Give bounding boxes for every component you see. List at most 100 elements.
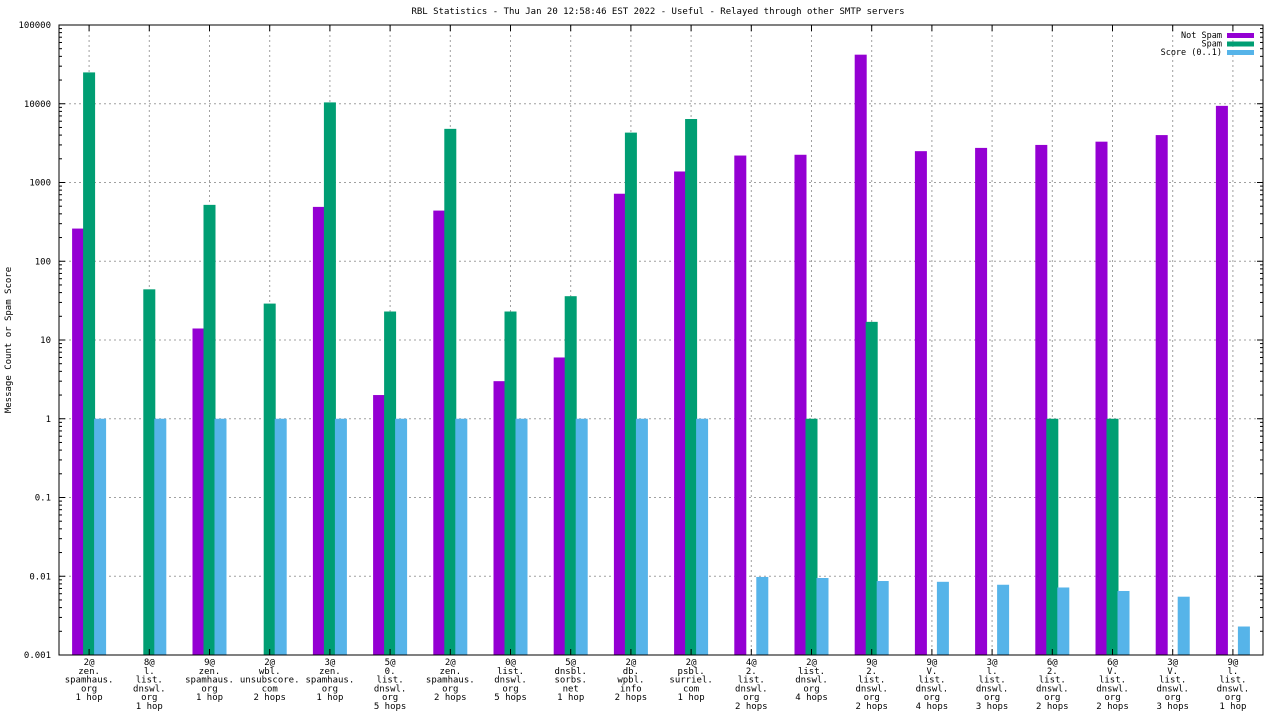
x-tick-label-line: zen. — [78, 667, 100, 677]
x-tick-label-line: spamhaus. — [65, 676, 114, 686]
bar-spam — [685, 119, 698, 656]
bar-not-spam — [192, 328, 205, 655]
x-tick-label-line: dnswl. — [976, 684, 1009, 694]
x-tick-label-line: org — [322, 684, 338, 694]
grid-lines — [59, 25, 1263, 655]
x-tick-label-line: 1 hop — [1219, 702, 1246, 712]
bar-spam — [444, 128, 457, 656]
x-tick-label-line: 2. — [746, 667, 757, 677]
x-tick-label-line: org — [382, 693, 398, 703]
x-tick-label-line: 3@ — [1167, 658, 1178, 668]
x-tick-label: 2@ zen. spamhaus. org 2 hops — [426, 658, 475, 703]
bar-spam — [1046, 418, 1059, 655]
x-tick-label-line: com — [683, 684, 699, 694]
x-tick-label-line: 0. — [385, 667, 396, 677]
bar-not-spam — [674, 171, 687, 655]
x-tick-label-line: 2. — [1047, 667, 1058, 677]
x-tick-label-line: surriel. — [669, 676, 712, 686]
x-tick-label: 5@ 0. list. dnswl. org 5 hops — [374, 658, 407, 712]
bar-not-spam — [794, 154, 807, 655]
x-tick-label-line: unsubscore. — [240, 676, 300, 686]
bar-score-0-1 — [1117, 590, 1130, 655]
plot-border — [58, 24, 1264, 656]
x-tick-label-line: dnswl. — [1217, 684, 1250, 694]
x-tick-label-line: dnswl. — [494, 676, 527, 686]
x-tick-label-line: org — [743, 693, 759, 703]
x-tick-label-line: dnswl. — [855, 684, 888, 694]
x-tick-label-line: l. — [1227, 667, 1238, 677]
x-tick-label-line: 0@ — [505, 658, 516, 668]
x-tick-label: 9@ l. list. dnswl. org 1 hop — [1217, 658, 1250, 712]
chart-title: RBL Statistics - Thu Jan 20 12:58:46 EST… — [411, 7, 904, 17]
bar-not-spam — [373, 395, 386, 655]
x-tick-label-line: 1 hop — [557, 693, 584, 703]
y-tick-label: 10000 — [24, 100, 51, 110]
x-tick-label-line: 1 hop — [678, 693, 705, 703]
x-tick-label: 9@ 2. list. dnswl. org 2 hops — [855, 658, 888, 712]
x-tick-label-line: spamhaus. — [426, 676, 475, 686]
bar-score-0-1 — [154, 418, 167, 655]
x-tick-label-line: list. — [738, 676, 765, 686]
bar-score-0-1 — [936, 581, 949, 655]
x-tick-label: 8@ l. list. dnswl. org 1 hop — [133, 658, 166, 712]
x-tick-label-line: 2@ — [445, 658, 456, 668]
bar-not-spam — [975, 147, 988, 655]
bar-not-spam — [433, 210, 446, 655]
x-tick-label-line: wbl. — [259, 667, 281, 677]
x-tick-label: 0@ list. dnswl. org 5 hops — [494, 658, 527, 703]
bar-spam — [384, 311, 397, 655]
x-tick-label-line: zen. — [319, 667, 341, 677]
x-tick-label-line: 2@ — [84, 658, 95, 668]
x-tick-label-line: 1 hop — [76, 693, 103, 703]
x-tick-label: 3@ zen. spamhaus. org 1 hop — [306, 658, 355, 703]
legend-entry-label: Not Spam — [1181, 31, 1222, 41]
x-tick-label-line: 2 hops — [434, 693, 467, 703]
bar-score-0-1 — [455, 418, 468, 655]
bar-score-0-1 — [1237, 626, 1250, 655]
x-tick-label-line: spamhaus. — [306, 676, 355, 686]
bar-score-0-1 — [395, 418, 408, 655]
bar-score-0-1 — [816, 578, 829, 655]
y-tick-label: 0.001 — [24, 651, 51, 661]
legend-entry-label: Spam — [1202, 40, 1222, 50]
x-tick-label-line: dnswl. — [735, 684, 768, 694]
bar-spam — [1106, 418, 1119, 655]
x-tick-label-line: 3@ — [987, 658, 998, 668]
x-tick-label-line: dnswl. — [1036, 684, 1069, 694]
x-tick-label-line: 9@ — [926, 658, 937, 668]
x-tick-label-line: info — [620, 684, 642, 694]
x-tick-label-line: list. — [1099, 676, 1126, 686]
x-tick-label: 6@ 2. list. dnswl. org 2 hops — [1036, 658, 1069, 712]
x-tick-label-line: l. — [144, 667, 155, 677]
bar-score-0-1 — [756, 576, 769, 655]
bar-not-spam — [493, 381, 506, 655]
bar-spam — [203, 204, 216, 655]
x-tick-label-line: org — [442, 684, 458, 694]
bar-score-0-1 — [696, 418, 709, 655]
x-tick-label-line: spamhaus. — [185, 676, 234, 686]
x-tick-label-line: 2@ — [806, 658, 817, 668]
x-tick-label-line: list. — [1039, 676, 1066, 686]
x-tick-label: 2@ psbl. surriel. com 1 hop — [669, 658, 712, 703]
x-tick-label-line: 1 hop — [316, 693, 343, 703]
bar-spam — [805, 418, 818, 655]
bar-spam — [323, 102, 336, 655]
x-tick-label-line: 5 hops — [374, 702, 407, 712]
x-tick-label: 2@ db. wpbl. info 2 hops — [615, 658, 648, 703]
x-tick-label-line: 2 hops — [1036, 702, 1069, 712]
x-tick-label-line: 2@ — [686, 658, 697, 668]
x-tick-label-line: 2@ — [625, 658, 636, 668]
bar-score-0-1 — [1177, 596, 1190, 655]
bar-score-0-1 — [274, 418, 287, 655]
bar-not-spam — [312, 206, 325, 655]
x-tick-label: 3@ l. list. dnswl. org 3 hops — [976, 658, 1009, 712]
x-tick-label-line: 2 hops — [855, 702, 888, 712]
x-tick-label-line: 1 hop — [136, 702, 163, 712]
x-tick-label-line: org — [502, 684, 518, 694]
x-tick-label-line: list. — [1219, 676, 1246, 686]
x-tick-label-line: 2. — [866, 667, 877, 677]
x-tick-label-line: list. — [1159, 676, 1186, 686]
x-tick-label-line: dnswl. — [916, 684, 949, 694]
x-tick-label-line: com — [262, 684, 278, 694]
